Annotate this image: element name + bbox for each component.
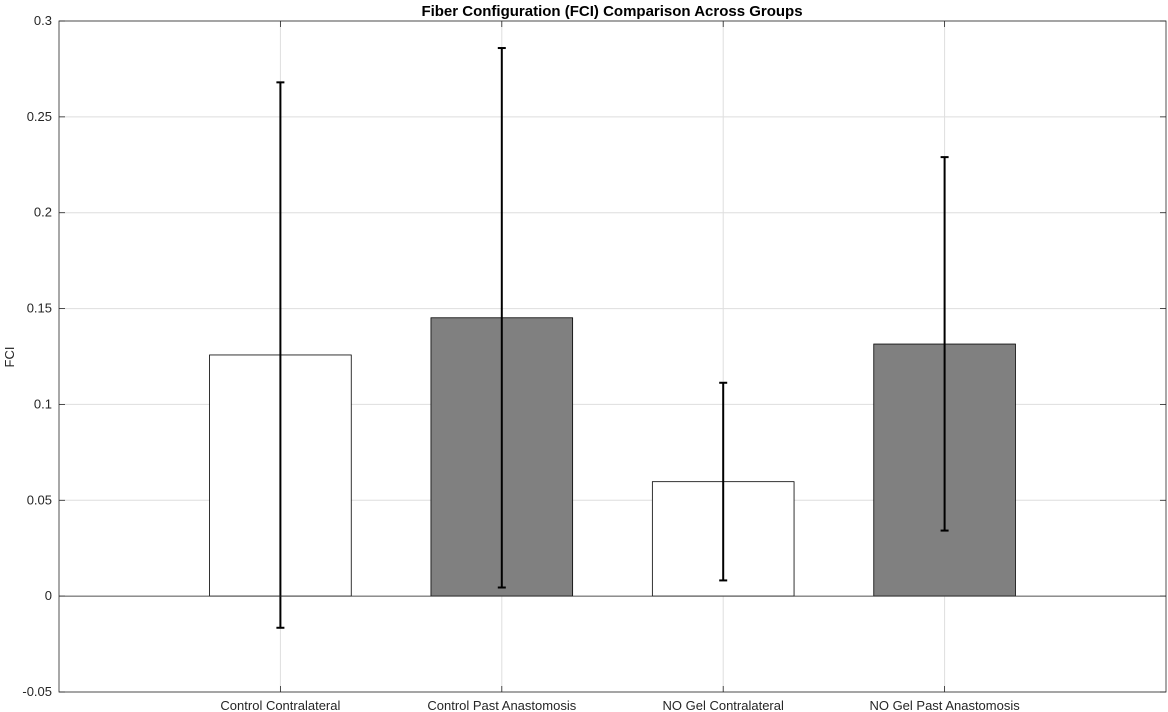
y-tick-label: 0.1	[34, 396, 52, 411]
x-tick-label: NO Gel Contralateral	[663, 698, 784, 712]
chart-title: Fiber Configuration (FCI) Comparison Acr…	[421, 3, 802, 20]
x-tick-label: NO Gel Past Anastomosis	[869, 698, 1020, 712]
y-axis-label: FCI	[2, 347, 17, 368]
y-tick-label: 0.2	[34, 205, 52, 220]
y-tick-label: 0.15	[27, 301, 52, 316]
x-tick-label: Control Past Anastomosis	[427, 698, 576, 712]
plot-frame	[58, 20, 1167, 693]
y-tick-label: -0.05	[22, 684, 52, 699]
y-tick-label: 0	[45, 588, 52, 603]
y-tick-label: 0.05	[27, 492, 52, 507]
axis-layer: -0.05 0 0.05 0.1 0.15 0.2 0.25 0.3 Control Contr…	[22, 13, 1167, 712]
y-tick-label: 0.3	[34, 13, 52, 28]
error-bar-layer	[276, 47, 949, 629]
y-tick-label: 0.25	[27, 109, 52, 124]
x-tick-label: Control Contralateral	[220, 698, 340, 712]
bar-layer	[209, 317, 1016, 597]
